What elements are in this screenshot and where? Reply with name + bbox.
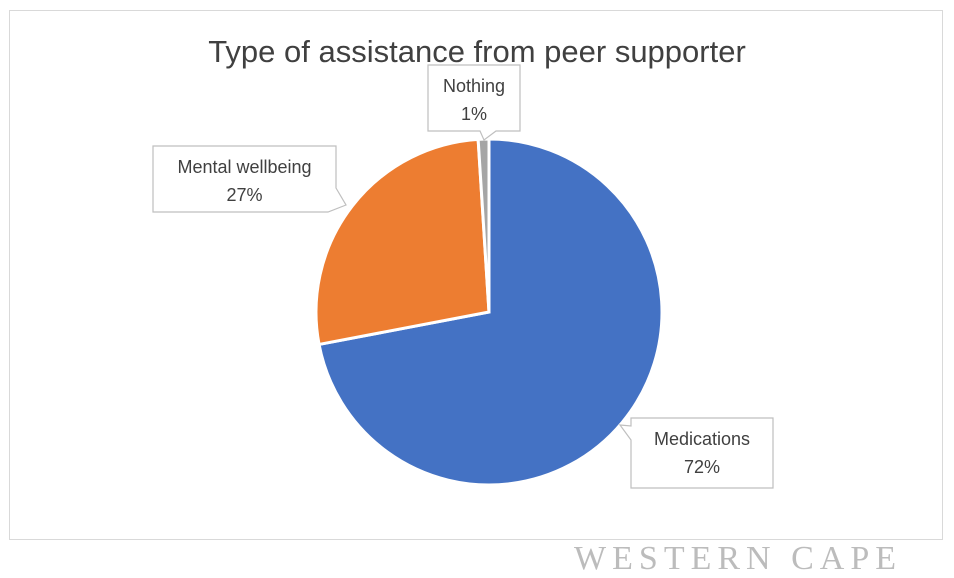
- callout-value-label: 72%: [684, 457, 720, 477]
- chart-title: Type of assistance from peer supporter: [208, 34, 746, 69]
- data-label-callouts: Medications 72% Mental wellbeing 27% Nothing…: [152, 64, 774, 489]
- callout-category-label: Mental wellbeing: [177, 157, 311, 177]
- watermark-text: WESTERN CAPE: [574, 540, 902, 577]
- data-label-medications: Medications 72%: [618, 417, 774, 489]
- pie-slices: [314, 137, 664, 487]
- pie-slice-medications: [317, 137, 664, 487]
- callout-category-label: Medications: [654, 429, 750, 449]
- data-label-mental-wellbeing: Mental wellbeing 27%: [152, 145, 347, 213]
- callout-box: [427, 64, 521, 141]
- callout-value-label: 1%: [461, 104, 487, 124]
- pie-slice-mental-wellbeing: [314, 137, 491, 347]
- callout-category-label: Nothing: [443, 76, 505, 96]
- callout-box: [152, 145, 347, 213]
- callout-box: [618, 417, 774, 489]
- data-label-nothing: Nothing 1%: [427, 64, 521, 141]
- callout-value-label: 27%: [226, 185, 262, 205]
